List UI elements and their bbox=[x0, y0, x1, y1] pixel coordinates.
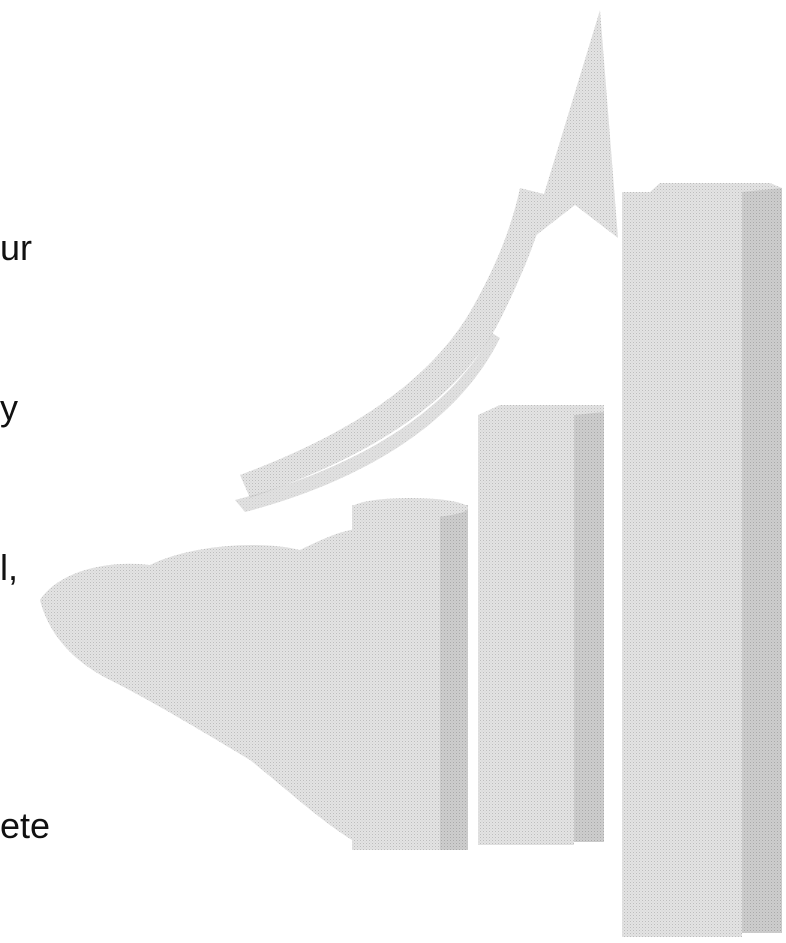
bar-2 bbox=[478, 405, 604, 845]
bar-2-front bbox=[478, 415, 574, 845]
cropped-text-fragment: y bbox=[0, 387, 18, 428]
bar-1 bbox=[352, 498, 468, 850]
rising-arrow-head bbox=[530, 10, 618, 240]
arrow-shaft-shadow bbox=[235, 333, 500, 512]
bar-2-side bbox=[574, 412, 604, 842]
cropped-text-fragment: ur bbox=[0, 227, 33, 268]
bar-3 bbox=[622, 183, 782, 937]
cropped-text-fragment: l, bbox=[0, 547, 18, 588]
bar-3-top bbox=[650, 183, 782, 192]
bar-2-top bbox=[478, 405, 604, 415]
bar-1-top bbox=[352, 498, 468, 518]
base-cluster bbox=[40, 528, 370, 850]
bar-3-side bbox=[742, 188, 782, 933]
bar-1-front bbox=[352, 505, 440, 850]
bar-3-front bbox=[622, 192, 742, 937]
cropped-text-fragment: ete bbox=[0, 805, 51, 846]
bar-1-side bbox=[440, 505, 468, 850]
